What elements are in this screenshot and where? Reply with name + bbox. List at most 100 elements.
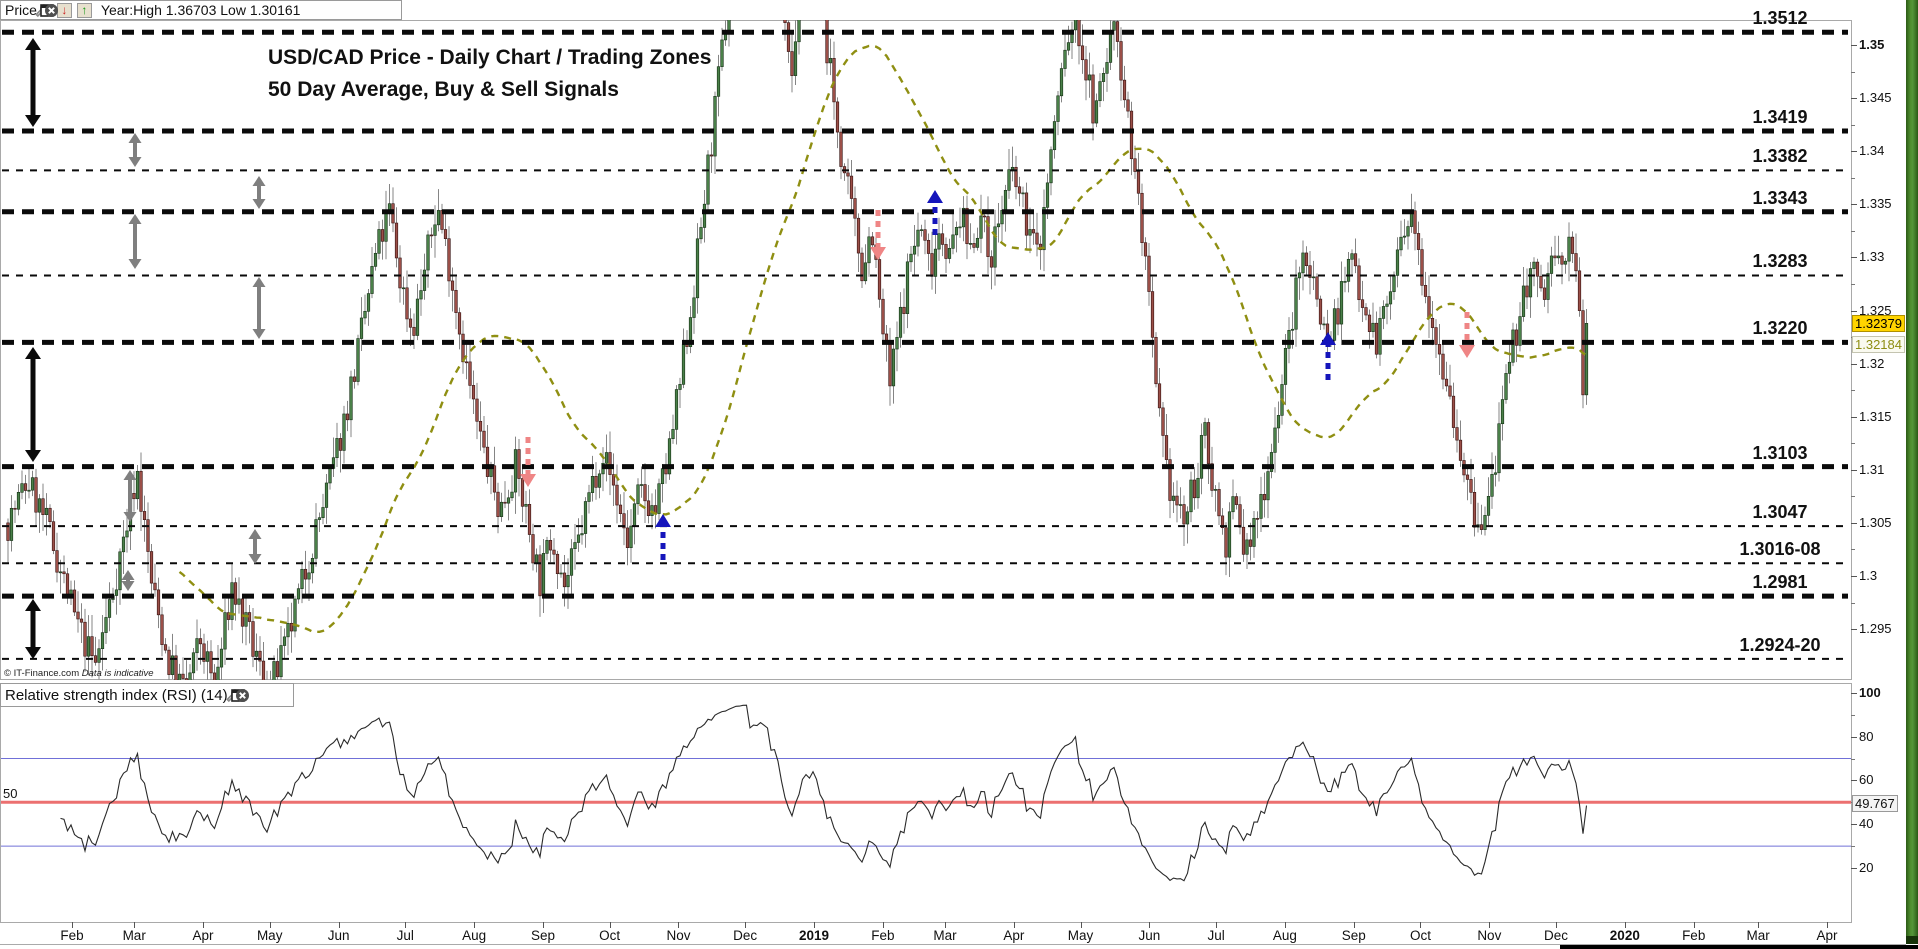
month-tick	[745, 922, 747, 928]
black-range-arrow	[25, 347, 41, 462]
black-range-arrow	[25, 599, 41, 659]
trading-zone-label: 1.3220	[1752, 318, 1808, 339]
trading-zone-lines	[2, 29, 1848, 660]
price-tick-label: 1.35	[1859, 37, 1885, 52]
gray-range-arrow	[252, 176, 266, 209]
rsi-tick-label: 40	[1859, 816, 1874, 832]
rsi-tick	[1851, 692, 1857, 694]
month-label: Nov	[1477, 928, 1502, 943]
trading-zone-label: 1.3343	[1752, 187, 1808, 208]
month-tick	[1013, 922, 1015, 928]
price-minor-tick	[1851, 496, 1855, 498]
month-tick	[882, 922, 884, 928]
trading-zone-label: 1.3382	[1752, 146, 1808, 167]
month-tick	[1555, 922, 1557, 928]
month-label: Apr	[192, 928, 214, 943]
month-tick	[813, 922, 815, 928]
price-tick-label: 1.34	[1859, 143, 1885, 159]
month-label: Feb	[1682, 928, 1706, 943]
month-tick	[1758, 922, 1760, 928]
trading-zone-label: 1.3103	[1752, 442, 1808, 463]
month-label: Oct	[1409, 928, 1431, 943]
axis-bottom-divider	[0, 944, 1906, 945]
month-tick	[678, 922, 680, 928]
rsi-minor-tick	[1851, 846, 1855, 848]
month-tick	[1284, 922, 1286, 928]
month-label: Dec	[1543, 928, 1568, 943]
month-tick	[1353, 922, 1355, 928]
gray-range-arrow	[128, 133, 142, 167]
black-range-arrow	[25, 38, 41, 127]
rsi-tick	[1851, 736, 1857, 738]
price-tick	[1851, 310, 1857, 312]
month-label: Apr	[1003, 928, 1025, 943]
sell-signal-arrow	[520, 437, 536, 487]
month-label: Jul	[1207, 928, 1225, 943]
price-minor-tick	[1851, 283, 1855, 285]
price-tick-label: 1.305	[1859, 514, 1892, 530]
month-label: 2020	[1609, 928, 1640, 943]
price-tick	[1851, 45, 1857, 46]
price-tick-label: 1.33	[1859, 249, 1885, 265]
rsi-line	[60, 704, 1588, 882]
month-tick	[1489, 922, 1491, 928]
month-tick	[1624, 922, 1626, 928]
price-tick-label: 1.31	[1859, 461, 1885, 477]
month-label: Sep	[1341, 928, 1366, 943]
month-label: Sep	[530, 928, 555, 943]
buy-signal-arrow	[927, 190, 943, 235]
month-tick	[203, 922, 205, 928]
background-window-edge-cap	[1906, 936, 1918, 944]
rsi-50-label: 50	[3, 786, 18, 801]
month-tick	[1216, 922, 1218, 928]
month-tick	[405, 922, 407, 928]
price-tick	[1851, 363, 1857, 365]
buy-signal-arrow	[1320, 332, 1336, 380]
rsi-title: Relative strength index (RSI) (14)	[5, 686, 228, 704]
taskbar-edge	[1560, 945, 1918, 949]
month-tick	[609, 922, 611, 928]
month-tick	[269, 922, 271, 928]
price-tick-label: 1.315	[1859, 408, 1892, 424]
month-tick	[1080, 922, 1082, 928]
month-tick	[945, 922, 947, 928]
price-tick-label: 1.345	[1859, 90, 1892, 106]
rsi-tick	[1851, 780, 1857, 782]
ma-value-badge: 1.32184	[1852, 336, 1905, 353]
background-window-edge	[1906, 0, 1918, 944]
gray-range-arrow	[123, 470, 137, 522]
scroll-down-icon[interactable]: ↓	[56, 2, 72, 18]
month-label: 2019	[798, 928, 829, 943]
sell-signal-arrow	[870, 210, 886, 260]
rsi-tick-label: 100	[1859, 684, 1881, 700]
month-label: May	[256, 928, 283, 943]
price-tick-label: 1.325	[1859, 302, 1892, 318]
price-tick	[1851, 522, 1857, 524]
rsi-minor-tick	[1851, 714, 1855, 716]
scroll-up-icon[interactable]: ↑	[76, 2, 92, 18]
candlestick-series	[6, 20, 1589, 680]
month-tick	[72, 922, 73, 928]
chart-title: USD/CAD Price - Daily Chart / Trading Zo…	[268, 42, 711, 106]
month-label: Jun	[1138, 928, 1161, 943]
gray-range-arrow	[248, 529, 262, 564]
trading-zone-label: 1.3016-08	[1739, 539, 1821, 560]
month-label: Mar	[122, 928, 146, 943]
price-tick-label: 1.335	[1859, 196, 1892, 212]
price-tick	[1851, 469, 1857, 471]
price-minor-tick	[1851, 124, 1855, 126]
rsi-tick	[1851, 868, 1857, 869]
month-tick	[474, 922, 476, 928]
price-tick	[1851, 257, 1857, 259]
trading-zone-label: 1.3283	[1752, 251, 1808, 272]
month-tick	[134, 922, 136, 928]
month-label: May	[1067, 928, 1094, 943]
month-tick	[1693, 922, 1695, 928]
month-label: Mar	[1746, 928, 1770, 943]
last-price-badge: 1.32379	[1852, 315, 1905, 332]
price-minor-tick	[1851, 177, 1855, 179]
sell-signal-arrow	[1459, 312, 1475, 358]
month-label: Apr	[1816, 928, 1838, 943]
price-minor-tick	[1851, 549, 1855, 551]
month-tick	[542, 922, 544, 928]
